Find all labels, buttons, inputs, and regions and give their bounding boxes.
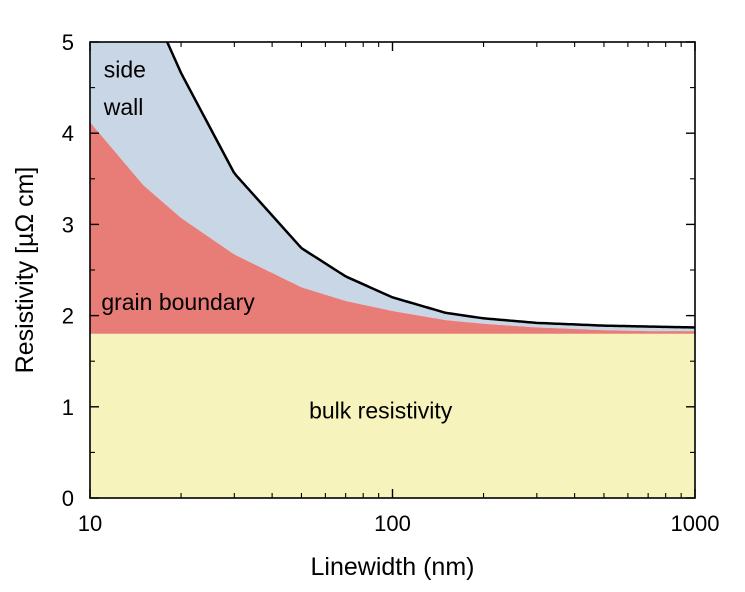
bulk-resistivity-label: bulk resistivity — [309, 398, 453, 424]
side-wall-curve — [166, 41, 696, 329]
x-tick-label: 100 — [374, 511, 411, 536]
y-tick-label: 0 — [62, 486, 74, 511]
side-wall-area — [90, 42, 695, 332]
side-wall-label-line1: side — [104, 57, 146, 83]
y-tick-label: 3 — [62, 212, 74, 237]
y-axis-title: Resistivity [µΩ cm] — [11, 167, 39, 374]
chart-lines — [166, 41, 696, 329]
grain-boundary-area — [90, 122, 695, 334]
x-tick-label: 10 — [78, 511, 102, 536]
axis-ticks — [89, 41, 696, 499]
chart-areas — [90, 42, 695, 498]
y-tick-label: 2 — [62, 304, 74, 329]
side-wall-label-line2: wall — [103, 94, 144, 120]
bulk-resistivity-area — [90, 333, 695, 498]
y-tick-label: 4 — [62, 121, 74, 146]
y-tick-label: 5 — [62, 30, 74, 55]
y-tick-label: 1 — [62, 395, 74, 420]
chart-text: Linewidth (nm) Resistivity [µΩ cm] side … — [11, 30, 719, 581]
x-axis-title: Linewidth (nm) — [311, 553, 475, 581]
x-tick-label: 1000 — [671, 511, 720, 536]
grain-boundary-label: grain boundary — [101, 289, 255, 315]
